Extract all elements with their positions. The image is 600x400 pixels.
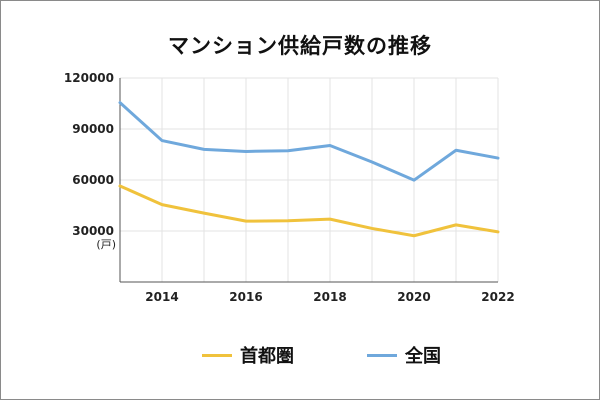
y-tick-label: 60000 [72,173,114,187]
series-line-1 [118,101,500,182]
legend-label-series-1: 全国 [405,346,441,367]
y-unit-label: (戸) [96,238,116,251]
legend-swatch-series-1 [367,353,397,357]
axes [119,78,498,283]
legend-item-series-0: 首都圏 [202,340,294,370]
series-line-0 [118,184,500,238]
grid-lines [119,77,499,282]
x-tick-label: 2014 [145,290,178,304]
x-tick-label: 2016 [229,290,262,304]
y-tick-label: 30000 [72,224,114,238]
y-tick-labels: 30000 60000 90000 120000 [64,71,114,238]
x-tick-labels: 2014 2016 2018 2020 2022 [145,290,514,304]
y-tick-label: 120000 [64,71,114,85]
legend: 首都圏 全国 [0,340,600,370]
x-tick-label: 2018 [313,290,346,304]
legend-label-series-0: 首都圏 [240,346,294,367]
legend-swatch-series-0 [202,353,232,357]
x-tick-label: 2020 [397,290,430,304]
legend-item-series-1: 全国 [367,340,441,370]
y-tick-label: 90000 [72,122,114,136]
chart-title: マンション供給戸数の推移 [168,34,432,58]
series-lines [118,101,500,238]
x-tick-label: 2022 [481,290,514,304]
